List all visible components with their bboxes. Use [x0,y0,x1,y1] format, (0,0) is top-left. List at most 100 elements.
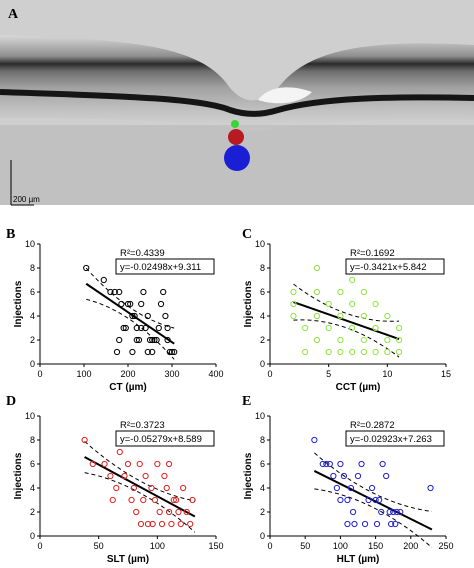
data-point [175,508,182,516]
y-tick-label: 4 [260,311,265,321]
data-point [128,496,135,504]
data-point [149,348,156,356]
data-point [121,472,128,480]
data-point [149,336,156,344]
data-point [153,336,160,344]
r-squared-label: R²=0.4339 [120,248,165,259]
data-point [393,508,400,516]
x-tick-label: 0 [37,541,42,551]
ci-lower-curve [84,472,196,533]
data-point [164,336,171,344]
data-point [187,520,194,528]
data-point [372,300,379,308]
data-point [165,460,173,468]
data-point [337,496,344,504]
equation-box [115,258,215,275]
data-point [135,336,143,344]
data-point [313,336,321,344]
y-tick-label: 8 [260,435,265,445]
data-point [157,300,165,308]
data-point [116,448,123,456]
y-tick-label: 10 [255,239,265,249]
x-tick-label: 200 [403,541,418,551]
y-tick-label: 8 [260,263,265,273]
data-point [122,324,129,332]
data-point [383,472,390,480]
data-point [89,460,96,468]
data-point [368,484,376,492]
data-point [337,336,344,344]
x-tick-label: 400 [208,369,223,379]
y-tick-label: 4 [30,483,35,493]
y-tick-label: 0 [260,531,265,541]
data-point [373,520,381,528]
ci-upper-curve [84,441,196,502]
data-point [325,300,332,308]
oct-rpe-line [0,89,474,117]
y-axis-title: Injections [13,280,24,327]
data-point [313,312,321,320]
data-point [349,348,356,356]
marker-medium [228,129,244,145]
data-point [131,312,138,320]
data-point [107,288,114,296]
data-point [136,460,143,468]
data-point [120,324,127,332]
y-tick-label: 4 [30,311,35,321]
data-point [177,520,184,528]
data-point [379,460,386,468]
data-point [325,324,332,332]
data-point [313,288,321,296]
x-tick-label: 15 [441,369,451,379]
data-point [162,312,169,320]
data-point [166,348,173,356]
data-point [140,496,147,504]
equation-box [345,430,445,447]
data-point [384,336,391,344]
data-point [347,484,355,492]
data-point [133,324,140,332]
y-axis-title: Injections [13,452,24,499]
data-point [390,508,397,516]
data-point [81,436,88,444]
panel-b-letter: B [6,227,15,242]
data-point [151,336,158,344]
data-point [395,324,403,332]
data-point [161,472,168,480]
ci-upper-curve [85,267,175,329]
equation-label: y=-0.02923x+7.263 [350,434,432,445]
r-squared-label: R²=0.3723 [120,420,165,431]
data-point [354,472,362,480]
data-point [118,300,125,308]
x-tick-label: 10 [382,369,392,379]
data-point [313,264,321,272]
data-point [319,460,326,468]
x-axis-title: CCT (µm) [336,382,381,393]
data-point [111,288,118,296]
data-point [137,520,145,528]
data-point [164,324,171,332]
y-tick-label: 2 [30,507,35,517]
y-axis-title: Injections [243,452,254,499]
data-point [395,348,403,356]
y-tick-label: 6 [30,459,35,469]
r-squared-label: R²=0.2872 [350,420,395,431]
x-tick-label: 100 [333,541,348,551]
regression-line [85,282,175,345]
y-tick-label: 2 [260,507,265,517]
data-point [113,484,120,492]
equation-label: y=-0.3421x+5.842 [350,262,427,273]
data-point [168,520,175,528]
marker-small [231,120,239,128]
data-point [107,472,114,480]
oct-fluid-pocket [258,87,312,104]
data-point [142,324,149,332]
data-point [386,508,393,516]
y-tick-label: 0 [30,531,35,541]
data-point [361,520,369,528]
x-tick-label: 100 [76,369,91,379]
y-tick-label: 10 [25,411,35,421]
data-point [129,312,136,320]
data-point [378,508,385,516]
